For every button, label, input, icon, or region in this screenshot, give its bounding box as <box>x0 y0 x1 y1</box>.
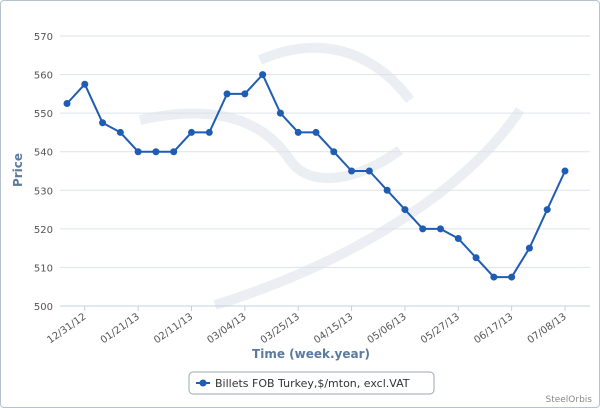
y-tick-label: 500 <box>34 302 53 313</box>
x-tick-label: 06/17/13 <box>472 311 515 346</box>
y-axis-title: Price <box>11 153 25 187</box>
y-tick-label: 550 <box>34 109 53 120</box>
x-tick-label: 01/21/13 <box>99 311 142 346</box>
data-point[interactable]: 525 <box>401 206 409 214</box>
data-point[interactable]: 552.5 <box>63 100 71 107</box>
x-tick-label: 03/25/13 <box>259 311 302 346</box>
data-point[interactable]: 540 <box>330 148 338 156</box>
data-point[interactable]: 517.5 <box>454 235 462 242</box>
data-point[interactable]: 540 <box>170 148 178 156</box>
y-axis-ticks: 500 510 520 530 540 550 560 570 <box>34 32 53 313</box>
data-point[interactable]: 547.5 <box>99 119 107 127</box>
data-point[interactable]: 545 <box>294 128 302 136</box>
y-tick-label: 510 <box>34 263 53 274</box>
data-point[interactable]: 525 <box>543 206 551 214</box>
y-tick-label: 540 <box>34 148 53 159</box>
gridlines <box>60 35 590 268</box>
x-tick-label: 05/06/13 <box>366 311 409 346</box>
x-tick-label: 03/04/13 <box>205 311 248 346</box>
data-point[interactable]: 535 <box>348 167 356 175</box>
data-point[interactable]: 507.5 <box>490 273 498 281</box>
x-tick-label: 02/11/13 <box>152 311 195 346</box>
y-tick-label: 520 <box>34 225 53 236</box>
y-tick-label: 530 <box>34 186 53 197</box>
data-point[interactable]: 560 <box>259 71 267 79</box>
data-point[interactable]: 512.5 <box>472 254 480 262</box>
x-axis-ticks: 12/31/12 01/21/13 02/11/13 03/04/13 03/25/13… <box>45 306 569 346</box>
data-point[interactable]: 535 <box>561 167 569 175</box>
data-point[interactable]: 515 <box>525 244 533 252</box>
legend-box <box>188 371 435 395</box>
y-tick-label: 560 <box>34 71 53 82</box>
data-point[interactable]: 555 <box>223 90 231 98</box>
data-point[interactable]: 540 <box>134 148 142 156</box>
watermark-logo <box>138 42 525 310</box>
x-axis-title: Time (week.year) <box>252 347 370 361</box>
legend-point-marker <box>199 379 207 387</box>
series-group: 552.5 557.5 547.5 545 540 540 540 545 545 555 555 5… <box>63 71 569 281</box>
credit-text[interactable]: SteelOrbis <box>545 395 592 405</box>
data-point[interactable]: 520 <box>419 225 427 233</box>
x-tick-label: 07/08/13 <box>526 311 569 346</box>
data-point[interactable]: 555 <box>241 90 249 98</box>
data-point[interactable]: 557.5 <box>81 80 89 88</box>
data-point[interactable]: 545 <box>312 128 320 136</box>
data-point[interactable]: 545 <box>188 128 195 136</box>
y-tick-label: 570 <box>34 32 53 43</box>
legend-label: Billets FOB Turkey,$/mton, excl.VAT <box>215 377 410 390</box>
data-point[interactable]: 507.5 <box>508 273 516 281</box>
data-point[interactable]: 520 <box>437 225 444 233</box>
data-point[interactable]: 535 <box>365 167 373 175</box>
data-point[interactable]: 540 <box>152 148 160 156</box>
data-point[interactable]: 550 <box>276 109 284 117</box>
data-point[interactable]: 530 <box>383 186 391 194</box>
x-tick-label: 04/15/13 <box>312 311 355 346</box>
legend[interactable]: Billets FOB Turkey,$/mton, excl.VAT <box>188 371 435 395</box>
x-tick-label: 05/27/13 <box>419 311 462 346</box>
x-tick-label: 12/31/12 <box>45 311 88 346</box>
data-point[interactable]: 545 <box>205 128 213 136</box>
data-point[interactable]: 545 <box>116 128 124 136</box>
